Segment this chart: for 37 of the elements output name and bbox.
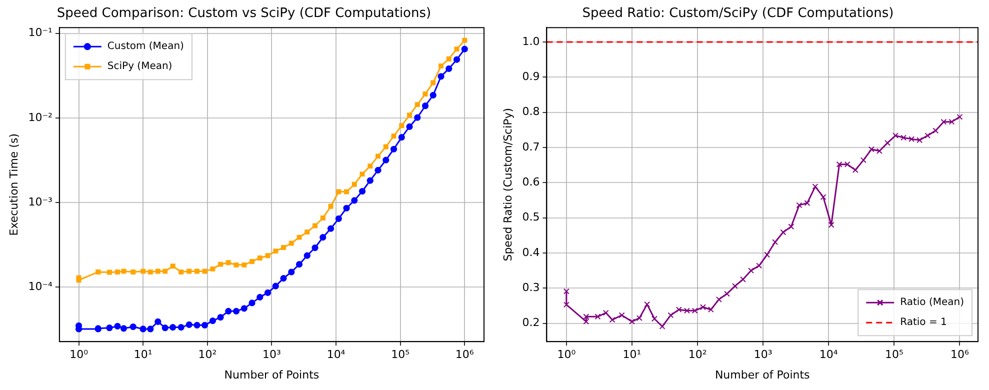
y-tick-label: 0.3	[522, 281, 540, 294]
x-tick-label: 10³	[262, 348, 281, 362]
y-tick-label: 1.0	[522, 34, 540, 48]
x-tick-label: 10⁶	[950, 348, 970, 362]
x-tick-label: 10²	[688, 348, 707, 362]
legend-label: Ratio (Mean)	[900, 297, 964, 308]
y-axis-title: Execution Time (s)	[7, 133, 20, 236]
legend-label: SciPy (Mean)	[107, 61, 172, 72]
x-axis-title: Number of Points	[224, 368, 320, 382]
y-tick-label: 0.2	[522, 316, 540, 330]
y-tick-label: 0.8	[522, 105, 540, 118]
x-tick-label: 10⁵	[391, 348, 410, 362]
y-tick-label: 0.6	[522, 176, 540, 189]
y-axis-title: Speed Ratio (Custom/SciPy)	[501, 108, 514, 262]
x-tick-label: 10⁶	[455, 348, 474, 362]
chart-title: Speed Ratio: Custom/SciPy (CDF Computations)	[582, 6, 894, 22]
x-tick-label: 10⁴	[819, 348, 838, 362]
y-tick-label: 10⁻¹	[28, 26, 52, 40]
legend-label: Ratio = 1	[900, 317, 947, 328]
x-axis-title: Number of Points	[714, 368, 810, 382]
x-tick-label: 10²	[198, 348, 217, 362]
x-tick-label: 10⁰	[70, 348, 89, 362]
y-tick-label: 10⁻⁴	[28, 280, 53, 293]
y-tick-label: 0.4	[522, 246, 540, 259]
y-tick-label: 10⁻³	[28, 195, 52, 208]
x-tick-label: 10⁵	[884, 348, 904, 362]
legend-label: Custom (Mean)	[107, 41, 184, 52]
y-tick-label: 10⁻²	[28, 110, 52, 124]
x-tick-label: 10³	[754, 348, 772, 362]
x-tick-label: 10⁰	[557, 348, 576, 362]
y-tick-label: 0.7	[522, 140, 540, 154]
y-tick-label: 0.9	[522, 70, 540, 84]
x-tick-label: 10¹	[134, 348, 152, 362]
x-tick-label: 10⁴	[326, 348, 346, 362]
x-tick-label: 10¹	[622, 348, 642, 362]
chart-title: Speed Comparison: Custom vs SciPy (CDF Computations)	[56, 6, 432, 22]
y-tick-label: 0.5	[522, 210, 540, 224]
